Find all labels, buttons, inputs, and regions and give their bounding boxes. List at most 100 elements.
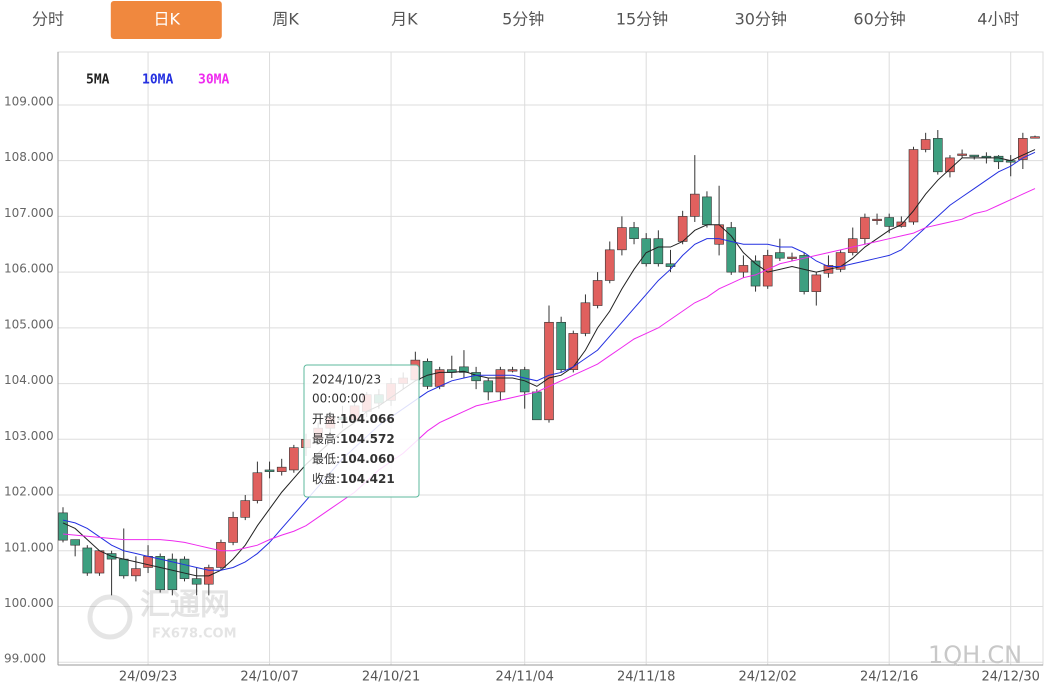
candle-body [556, 321, 566, 370]
watermark: 1QH.CN [928, 641, 1022, 669]
y-tick-label: 99.000 [4, 652, 46, 666]
candle-body [617, 227, 627, 251]
candle-body [580, 302, 591, 334]
x-tick-label: 24/09/23 [119, 670, 177, 685]
candle-body [702, 196, 712, 226]
candle-body [94, 550, 105, 574]
candle-body [726, 227, 737, 273]
tab[interactable]: 60分钟 [853, 10, 905, 29]
tooltip-row: 最高:104.572 [312, 431, 395, 446]
ma-line [62, 188, 1036, 552]
tooltip-row: 开盘:104.066 [312, 411, 395, 426]
candle-body [191, 578, 202, 585]
candle-body [483, 380, 494, 393]
x-tick-label: 24/11/18 [617, 670, 675, 685]
legend-entry: 30MA [198, 73, 229, 88]
y-tick-label: 102.000 [4, 485, 54, 499]
candle-body [604, 249, 615, 281]
watermark: 汇通网 [140, 588, 230, 623]
tooltip-value: 104.066 [340, 412, 395, 426]
watermark: FX678.COM [152, 627, 237, 642]
tooltip-time: 00:00:00 [312, 392, 366, 406]
tab[interactable]: 30分钟 [735, 10, 787, 29]
tab[interactable]: 分时 [32, 10, 64, 29]
y-tick-label: 105.000 [4, 317, 54, 331]
watermark-logo: 汇通网 FX678.COM [87, 588, 237, 642]
candle-body [422, 360, 433, 387]
candle-body [58, 512, 68, 541]
x-tick-label: 24/12/02 [739, 670, 797, 685]
tab[interactable]: 日K [154, 10, 181, 29]
candle-body [289, 447, 299, 471]
candle-body [179, 558, 190, 579]
candle-body [70, 539, 80, 546]
tooltip-value: 104.421 [340, 472, 395, 486]
candle-body [847, 238, 858, 253]
tooltip-value: 104.572 [340, 432, 395, 446]
candle-body [240, 500, 251, 518]
candle-body [1030, 136, 1040, 139]
candle-body [811, 274, 822, 292]
candle-body [131, 568, 141, 577]
candle-body [1018, 138, 1028, 160]
x-tick-label: 24/12/30 [982, 670, 1040, 685]
candle-body [677, 216, 688, 242]
candle-body [689, 193, 700, 217]
legend-entry: 10MA [142, 73, 173, 88]
candle-body [969, 154, 980, 157]
candle-body [155, 556, 165, 591]
candle-body [82, 547, 93, 574]
candle-body [629, 227, 639, 239]
candle-body [532, 391, 542, 421]
candle-body [750, 260, 761, 287]
x-tick-label: 24/10/07 [240, 670, 298, 685]
candle-body [252, 472, 263, 501]
candle-body [544, 321, 554, 421]
tooltip-date: 2024/10/23 [312, 373, 381, 387]
candle-body [507, 369, 518, 372]
y-tick-label: 101.000 [4, 540, 54, 554]
tab[interactable]: 周K [272, 10, 299, 29]
tab[interactable]: 月K [391, 10, 418, 29]
ma-line [62, 149, 1036, 577]
candle-body [495, 369, 506, 393]
y-tick-label: 107.000 [4, 206, 54, 220]
tab[interactable]: 4小时 [977, 10, 1019, 29]
y-tick-label: 103.000 [4, 429, 54, 443]
tooltip-label: 开盘: [312, 411, 340, 426]
tooltip-value: 104.060 [340, 452, 395, 466]
y-tick-label: 106.000 [4, 262, 54, 276]
tooltip-label: 收盘: [312, 471, 340, 486]
candle-body [118, 558, 129, 577]
candle-body [872, 218, 882, 221]
candle-body [957, 153, 967, 156]
tooltip-row: 最低:104.060 [312, 452, 395, 466]
candle-body [216, 542, 226, 568]
candle-body [860, 217, 870, 239]
candle-body [884, 217, 895, 227]
candle-body [459, 366, 469, 373]
candle-body [568, 333, 579, 370]
candle-body [787, 256, 797, 259]
candle-body [799, 255, 809, 292]
candle-body [276, 466, 287, 472]
y-tick-label: 108.000 [4, 150, 54, 164]
candle-body [641, 238, 652, 265]
tab[interactable]: 15分钟 [616, 10, 668, 29]
candle-body [908, 149, 919, 223]
x-tick-label: 24/10/21 [362, 670, 420, 685]
candle-body [228, 517, 238, 543]
tab[interactable]: 5分钟 [502, 10, 544, 29]
x-tick-label: 24/12/16 [860, 670, 918, 685]
tooltip-label: 最低: [312, 452, 340, 466]
candle-body [653, 238, 664, 265]
candle-body [920, 139, 931, 150]
candle-body [665, 263, 676, 267]
x-tick-label: 24/11/04 [496, 670, 554, 685]
tooltip-label: 最高: [312, 431, 340, 446]
candle-body [592, 280, 603, 306]
candle-body [775, 252, 785, 259]
candle-body [738, 265, 749, 273]
y-tick-label: 104.000 [4, 373, 54, 387]
